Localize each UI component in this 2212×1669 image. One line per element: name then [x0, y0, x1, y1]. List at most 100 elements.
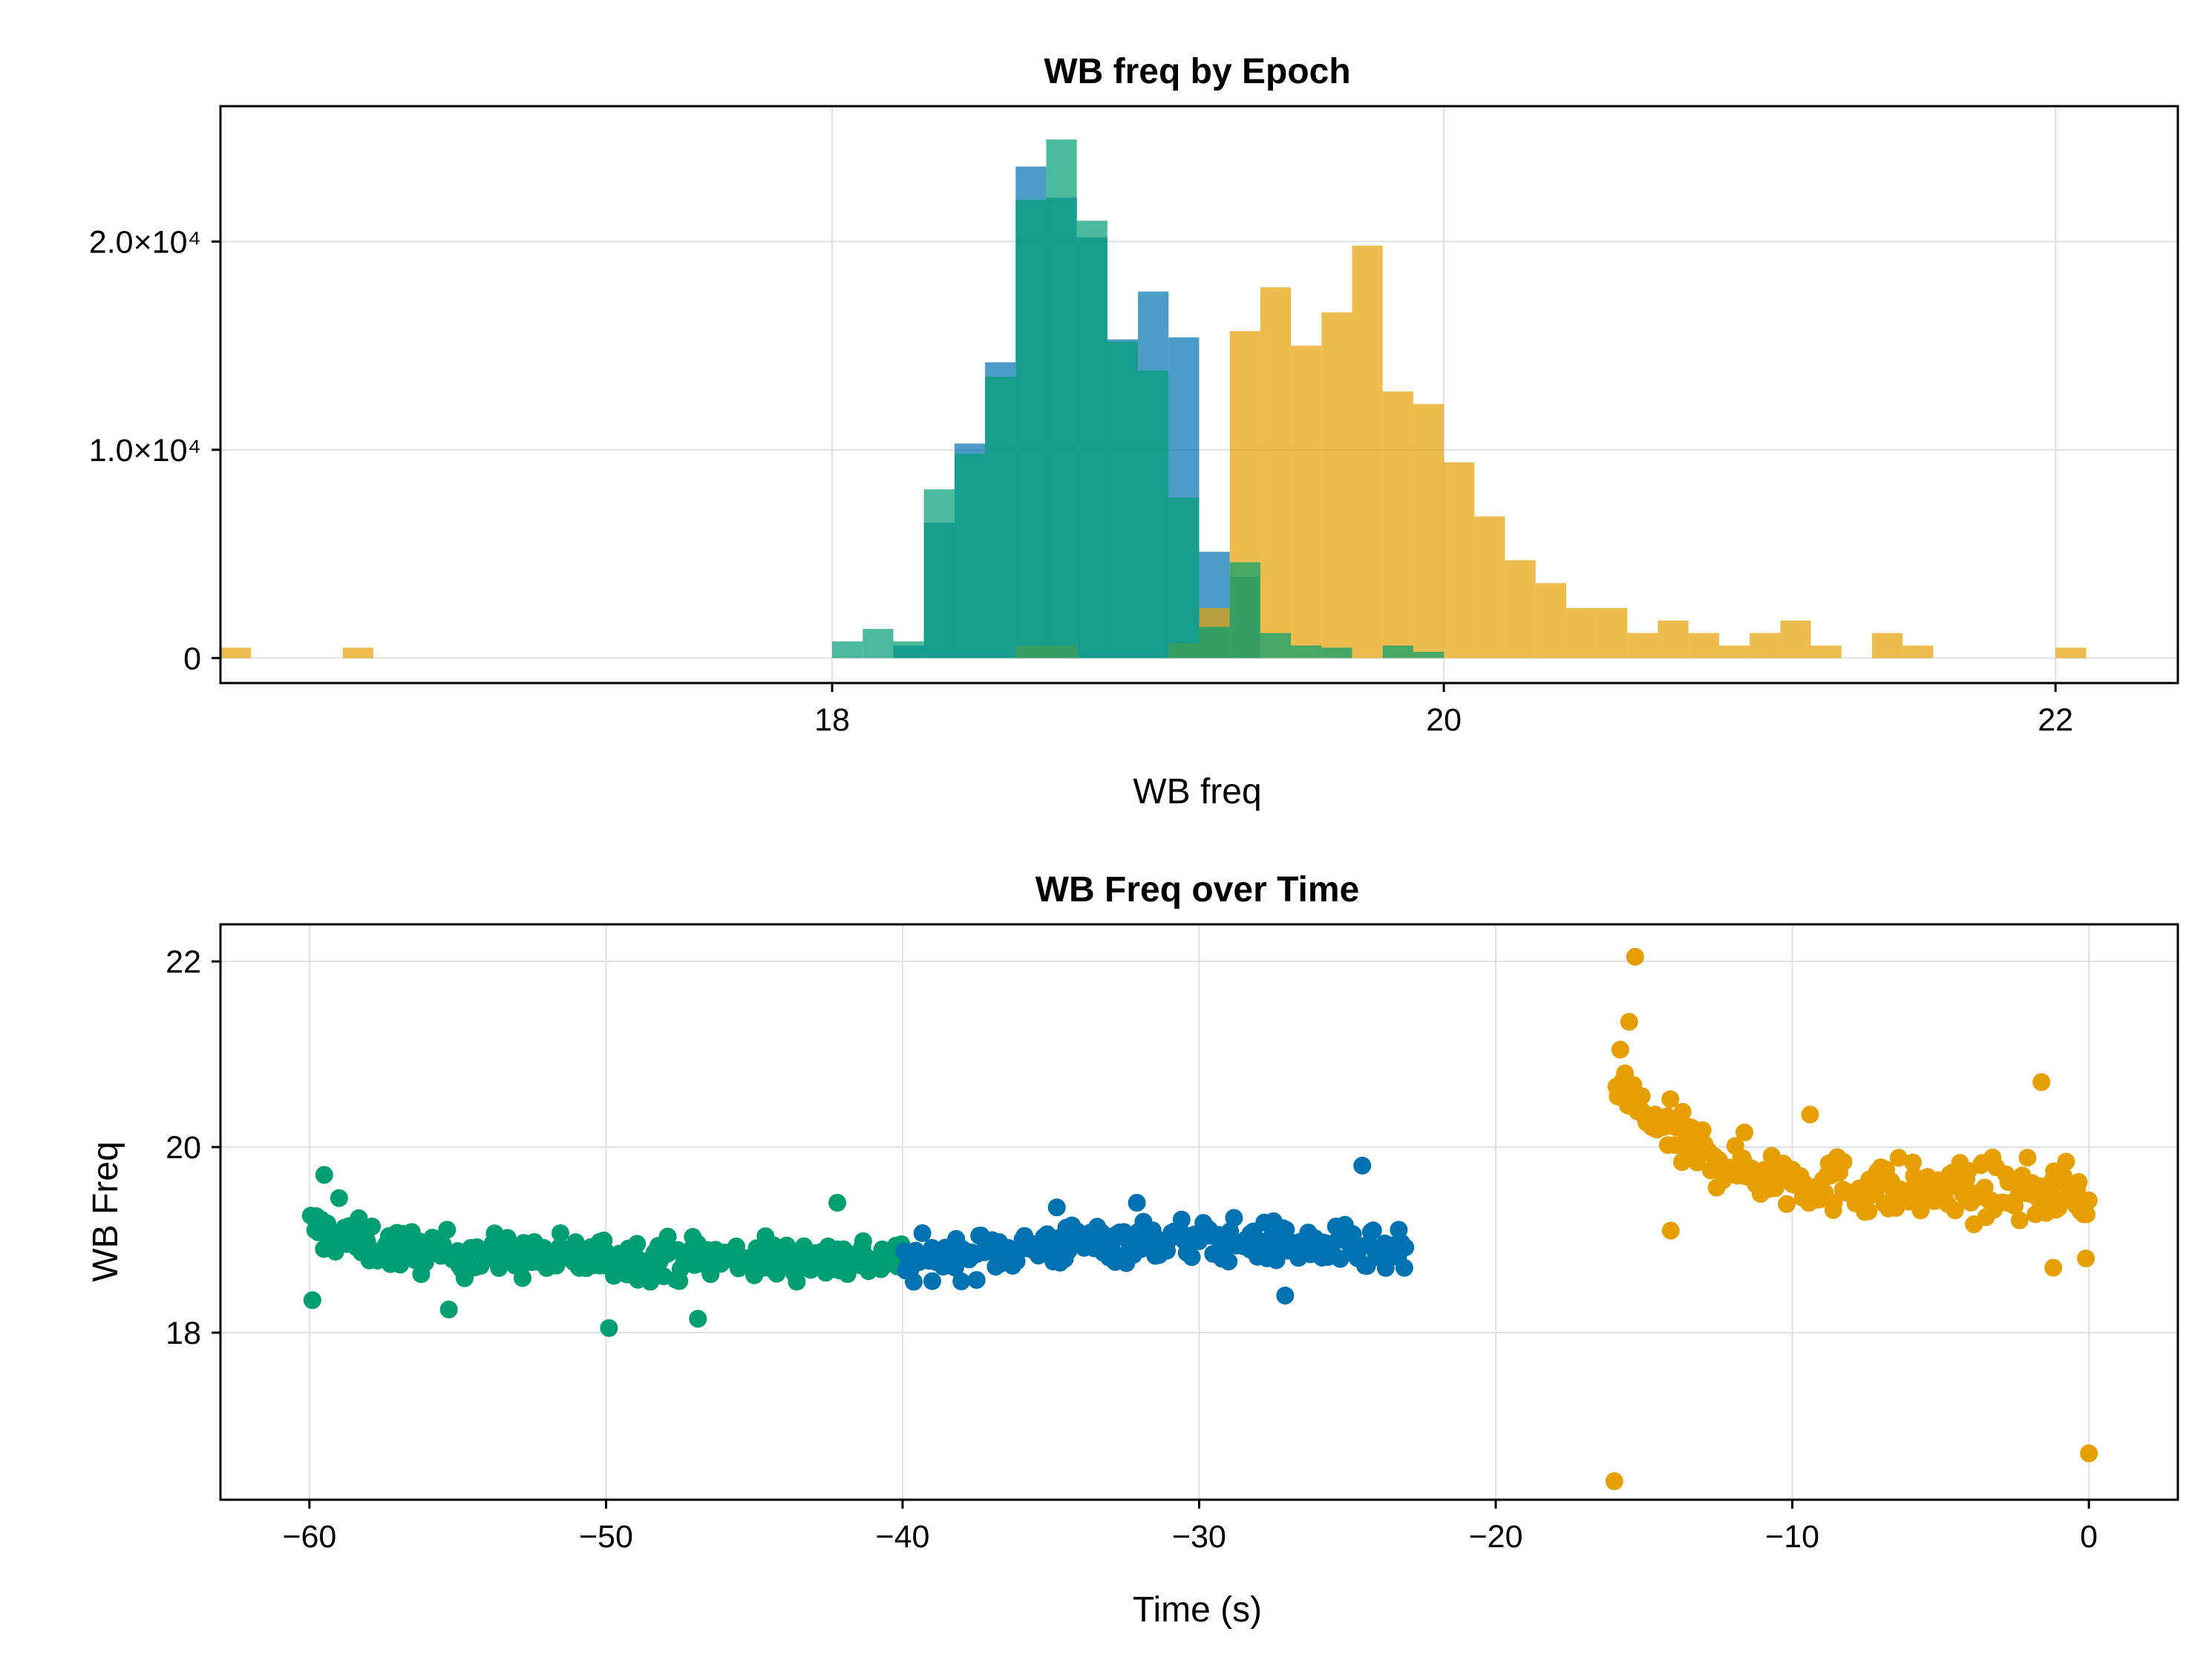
histogram-bar [1413, 404, 1444, 659]
x-tick-label: 0 [2080, 1519, 2098, 1555]
histogram-bar [1565, 608, 1597, 659]
x-tick-label: 18 [814, 702, 850, 738]
x-tick-label: 20 [1426, 702, 1462, 738]
scatter-point [350, 1209, 368, 1227]
scatter-point [854, 1232, 872, 1250]
scatter-point [2078, 1205, 2096, 1224]
y-tick-label: 18 [166, 1316, 201, 1351]
histogram-bar [1871, 633, 1903, 659]
x-tick-label: −10 [1765, 1519, 1819, 1555]
scatter-point [1172, 1210, 1191, 1229]
scatter-point [1825, 1194, 1843, 1212]
histogram-bar [1046, 139, 1077, 659]
scatter-point [828, 1194, 847, 1212]
scatter-point [318, 1214, 336, 1232]
scatter-point [628, 1235, 647, 1253]
scatter-point [2057, 1152, 2075, 1171]
histogram-bar [1107, 341, 1139, 659]
scatter-point [2032, 1073, 2051, 1091]
scatter-point [1904, 1153, 1923, 1172]
histogram-bar [1015, 200, 1047, 659]
histogram-bar [1382, 645, 1413, 659]
scatter-point [2010, 1211, 2029, 1229]
scatter-point [1182, 1248, 1201, 1267]
scatter-ticks: −60 −50 −40 −30 −20 −10 0 18 20 22 [166, 944, 2098, 1555]
histogram-bar [1718, 645, 1750, 659]
y-tick-label: 2.0×10⁴ [89, 224, 201, 260]
y-tick-label: 1.0×10⁴ [89, 433, 201, 468]
scatter-point [1735, 1123, 1754, 1142]
histogram-plot-frame [219, 105, 2179, 685]
histogram-bar [1076, 221, 1107, 659]
scatter-point [689, 1310, 707, 1328]
histogram-x-axis-label: WB freq [1133, 772, 1261, 811]
histogram-bar [1505, 560, 1536, 659]
scatter-point [551, 1224, 569, 1242]
scatter-point [2079, 1191, 2098, 1209]
histogram-bar [954, 454, 986, 659]
histogram-bar [863, 629, 894, 659]
scatter-point [1220, 1252, 1238, 1271]
histogram-bar [1382, 391, 1413, 659]
histogram-bar [1658, 620, 1689, 659]
scatter-point [1276, 1287, 1295, 1304]
histogram-bar [1291, 645, 1322, 659]
y-tick-label: 0 [183, 641, 201, 676]
scatter-point [513, 1269, 531, 1287]
x-tick-label: −40 [875, 1519, 929, 1555]
scatter-point [303, 1291, 321, 1310]
scatter-point [1331, 1250, 1349, 1268]
scatter-point [1777, 1195, 1796, 1213]
scatter-title: WB Freq over Time [1035, 870, 1360, 909]
histogram-bar [1474, 516, 1505, 659]
scatter-point [913, 1224, 932, 1242]
histogram-bar [1291, 345, 1322, 659]
scatter-point [1661, 1221, 1680, 1240]
x-tick-label: 22 [2038, 702, 2073, 738]
histogram-bar [1810, 645, 1842, 659]
histogram-bars [220, 139, 2087, 659]
histogram-bar [1260, 287, 1292, 659]
scatter-point [315, 1166, 333, 1184]
histogram-bar [1535, 583, 1566, 659]
histogram-bar [1780, 620, 1811, 659]
scatter-point [952, 1272, 971, 1290]
histogram-bar [1321, 647, 1352, 659]
histogram-bar [1413, 651, 1444, 659]
histogram-bar [893, 641, 924, 659]
scatter-point [904, 1273, 923, 1291]
scatter-point [1344, 1225, 1362, 1244]
scatter-point [2018, 1149, 2037, 1167]
y-tick-label: 22 [166, 944, 201, 980]
scatter-point [1688, 1153, 1707, 1172]
scatter-y-axis-label: WB Freq [86, 1141, 125, 1281]
histogram-bar [1352, 245, 1383, 659]
scatter-grid [220, 924, 2178, 1500]
scatter-point [2080, 1444, 2098, 1463]
scatter-point [438, 1221, 457, 1239]
x-tick-label: −50 [579, 1519, 633, 1555]
histogram-ticks: 18 20 22 0 1.0×10⁴ 2.0×10⁴ [89, 224, 2073, 738]
scatter-point [363, 1217, 382, 1235]
scatter-point [1673, 1103, 1692, 1121]
histogram-bar [1229, 562, 1260, 659]
y-tick-label: 20 [166, 1130, 201, 1166]
scatter-point [330, 1189, 348, 1207]
scatter-point [1946, 1201, 1964, 1220]
histogram-bar [832, 641, 863, 659]
scatter-point [358, 1232, 376, 1250]
histogram-bar [1168, 497, 1200, 659]
scatter-point [2044, 1258, 2063, 1277]
scatter-point [1353, 1157, 1372, 1175]
histogram-bar [342, 647, 374, 659]
histogram-bar [1597, 608, 1628, 659]
histogram-bar [1199, 627, 1230, 659]
x-tick-label: −30 [1172, 1519, 1226, 1555]
histogram-bar [985, 376, 1016, 659]
scatter-point [439, 1300, 458, 1319]
scatter-point [1392, 1240, 1410, 1258]
scatter-point [1889, 1149, 1908, 1167]
scatter-point [1611, 1040, 1629, 1059]
scatter-point [1801, 1105, 1819, 1124]
